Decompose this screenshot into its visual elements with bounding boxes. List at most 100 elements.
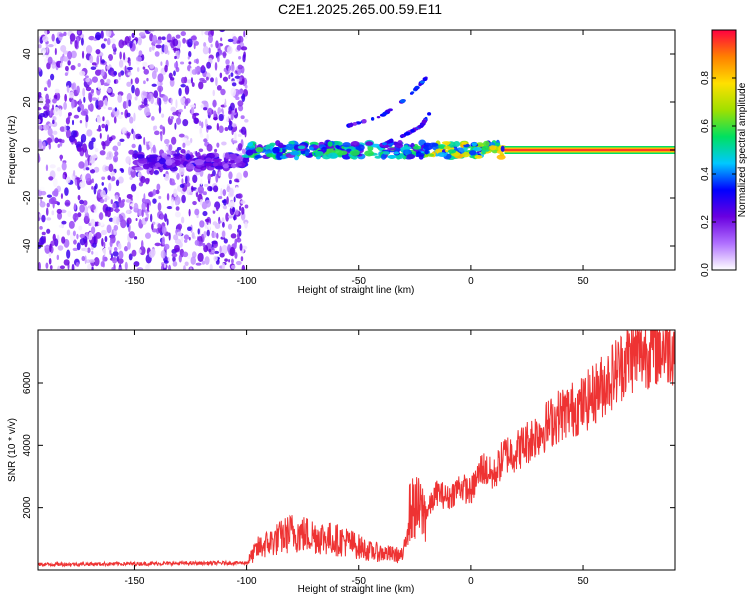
noise-cell bbox=[230, 72, 234, 77]
noise-cell bbox=[135, 217, 138, 222]
noise-cell bbox=[49, 265, 53, 270]
band-cell bbox=[222, 164, 229, 169]
snr-x-tick-label: -100 bbox=[237, 576, 257, 587]
noise-cell bbox=[238, 80, 245, 85]
noise-cell bbox=[138, 249, 142, 254]
noise-cell bbox=[56, 254, 60, 261]
band-cell bbox=[290, 150, 300, 156]
band-cell bbox=[333, 141, 343, 147]
noise-cell bbox=[174, 122, 177, 130]
noise-cell bbox=[60, 193, 64, 199]
noise-cell bbox=[128, 149, 135, 155]
band-cell bbox=[234, 158, 242, 164]
noise-cell bbox=[78, 90, 83, 100]
noise-cell bbox=[155, 39, 162, 44]
noise-cell bbox=[52, 178, 58, 188]
noise-cell bbox=[204, 199, 211, 208]
noise-cell bbox=[148, 250, 155, 258]
snr-background bbox=[38, 330, 675, 570]
noise-cell bbox=[203, 230, 207, 238]
noise-cell bbox=[190, 104, 196, 108]
band-cell bbox=[194, 158, 204, 166]
noise-cell bbox=[142, 91, 148, 96]
noise-cell bbox=[216, 142, 220, 148]
band-cell bbox=[278, 142, 284, 149]
noise-cell bbox=[63, 101, 67, 110]
noise-cell bbox=[169, 77, 175, 81]
noise-cell bbox=[143, 97, 148, 106]
band-cell bbox=[212, 162, 219, 167]
noise-cell bbox=[218, 65, 224, 72]
noise-cell bbox=[38, 125, 43, 130]
noise-cell bbox=[180, 234, 184, 243]
noise-cell bbox=[96, 55, 100, 65]
noise-cell bbox=[81, 50, 85, 59]
band-cell bbox=[394, 143, 404, 149]
band-cell bbox=[472, 146, 482, 152]
noise-cell bbox=[216, 232, 219, 239]
noise-cell bbox=[96, 221, 99, 227]
noise-cell bbox=[237, 100, 244, 107]
noise-cell bbox=[148, 94, 151, 102]
noise-cell bbox=[95, 49, 101, 55]
noise-cell bbox=[120, 111, 124, 115]
heatmap-x-tick-label: 50 bbox=[577, 276, 589, 287]
snr-y-axis: 2000 4000 6000 bbox=[22, 371, 675, 519]
noise-cell bbox=[172, 111, 178, 116]
noise-cell bbox=[52, 119, 55, 125]
band-cell bbox=[481, 145, 490, 151]
noise-cell bbox=[143, 80, 146, 85]
noise-cell bbox=[148, 30, 155, 33]
noise-cell bbox=[153, 90, 159, 99]
noise-cell bbox=[243, 170, 249, 178]
noise-cell bbox=[106, 224, 112, 234]
band-cell bbox=[468, 150, 477, 156]
noise-cell bbox=[182, 37, 186, 44]
noise-cell bbox=[235, 186, 239, 194]
noise-cell bbox=[177, 223, 183, 230]
noise-cell bbox=[228, 64, 231, 74]
noise-cell bbox=[180, 31, 186, 37]
noise-cell bbox=[64, 187, 69, 196]
noise-cell bbox=[206, 229, 210, 237]
band-cell bbox=[272, 146, 280, 154]
noise-cell bbox=[47, 44, 54, 48]
noise-cell bbox=[87, 247, 91, 254]
band-cell bbox=[227, 153, 238, 161]
noise-cell bbox=[51, 33, 55, 42]
heatmap-y-axis: -40 -20 0 20 40 bbox=[22, 48, 675, 253]
noise-cell bbox=[149, 213, 153, 223]
noise-cell bbox=[180, 76, 186, 84]
noise-cell bbox=[45, 93, 49, 101]
noise-cell bbox=[203, 107, 208, 111]
noise-cell bbox=[172, 256, 176, 263]
noise-cell bbox=[57, 143, 61, 148]
noise-cell bbox=[164, 64, 168, 73]
noise-cell bbox=[225, 70, 229, 75]
band-cell bbox=[312, 144, 320, 149]
band-cell bbox=[231, 163, 237, 169]
band-cell bbox=[418, 154, 424, 160]
noise-cell bbox=[206, 133, 209, 141]
noise-cell bbox=[202, 243, 206, 248]
noise-cell bbox=[56, 167, 61, 172]
noise-cell bbox=[118, 213, 122, 220]
noise-cell bbox=[85, 86, 92, 92]
noise-cell bbox=[174, 170, 178, 175]
noise-cell bbox=[60, 45, 67, 52]
noise-cell bbox=[231, 264, 236, 269]
noise-cell bbox=[93, 166, 100, 173]
noise-cell bbox=[199, 199, 203, 206]
arc-cell bbox=[420, 122, 425, 127]
noise-cell bbox=[145, 264, 149, 270]
noise-cell bbox=[231, 258, 234, 264]
noise-cell bbox=[191, 82, 195, 87]
noise-cell bbox=[151, 70, 157, 80]
noise-cell bbox=[217, 195, 223, 200]
noise-cell bbox=[90, 66, 97, 71]
noise-cell bbox=[44, 245, 50, 249]
noise-cell bbox=[70, 64, 76, 71]
noise-cell bbox=[115, 207, 119, 214]
noise-cell bbox=[175, 99, 178, 109]
